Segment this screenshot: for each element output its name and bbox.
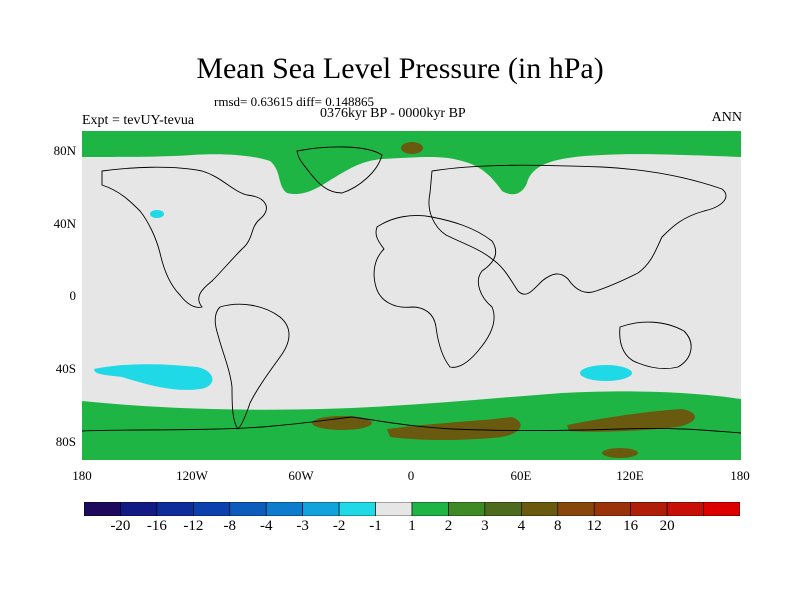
colorbar-swatch bbox=[84, 502, 121, 516]
coastline-greenland bbox=[296, 146, 383, 194]
southern-brown-blob-2 bbox=[387, 417, 521, 440]
colorbar-tick-label: -2 bbox=[332, 518, 346, 534]
coastlines bbox=[82, 146, 741, 434]
colorbar-swatch bbox=[666, 502, 704, 516]
lon-label-120e: 120E bbox=[616, 468, 644, 483]
lat-label-40n: 40N bbox=[53, 216, 76, 231]
colorbar-tick-label: 8 bbox=[554, 518, 562, 534]
colorbar-swatch bbox=[593, 502, 631, 516]
season-label: ANN bbox=[711, 110, 742, 125]
lat-label-80n: 80N bbox=[53, 143, 76, 158]
lon-label-180e: 180 bbox=[730, 468, 750, 483]
colorbar-tick-label: -4 bbox=[259, 518, 273, 534]
period-text: 0376kyr BP - 0000kyr BP bbox=[320, 106, 466, 121]
north-pacific-negative-blob bbox=[150, 210, 164, 218]
lat-label-80s: 80S bbox=[55, 434, 76, 449]
coastline-antarctica bbox=[82, 416, 741, 434]
colorbar-swatch bbox=[229, 502, 267, 516]
colorbar-swatch bbox=[265, 502, 303, 516]
colorbar-tick-label: -3 bbox=[296, 518, 309, 534]
colorbar-swatch bbox=[448, 502, 486, 516]
colorbar-swatch bbox=[484, 502, 522, 516]
coastline-australia bbox=[619, 321, 692, 370]
lon-label-180w: 180 bbox=[72, 468, 92, 483]
colorbar-swatch bbox=[156, 502, 194, 516]
colorbar-tick-label: -8 bbox=[223, 518, 237, 534]
southern-brown-blob-3 bbox=[567, 409, 696, 432]
lon-label-60e: 60E bbox=[510, 468, 532, 483]
lat-label-40s: 40S bbox=[55, 361, 76, 376]
colorbar-swatch bbox=[302, 502, 340, 516]
south-indian-negative-region bbox=[580, 365, 632, 381]
colorbar-tick-label: 16 bbox=[623, 518, 639, 534]
colorbar-tick-label: 12 bbox=[586, 518, 602, 534]
stats-text: rmsd= 0.63615 diff= 0.148865 bbox=[214, 94, 374, 109]
colorbar-tick-label: 2 bbox=[444, 518, 453, 534]
colorbar-tick-label: -1 bbox=[369, 518, 382, 534]
map-title: Mean Sea Level Pressure (in hPa) bbox=[196, 52, 604, 85]
arctic-brown-blob bbox=[401, 142, 423, 154]
colorbar-tick-label: 4 bbox=[517, 518, 526, 534]
colorbar-tick-label: 1 bbox=[408, 518, 416, 534]
colorbar-tick-label: -20 bbox=[110, 518, 131, 534]
map-panel bbox=[82, 131, 741, 460]
lon-label-0: 0 bbox=[407, 468, 415, 483]
colorbar-swatch bbox=[557, 502, 595, 516]
colorbar-swatch bbox=[630, 502, 668, 516]
lon-label-60w: 60W bbox=[288, 468, 314, 483]
coastline-north-america bbox=[101, 166, 267, 308]
experiment-label: Expt = tevUY-tevua bbox=[82, 113, 195, 128]
colorbar-tick-label: 3 bbox=[481, 518, 489, 534]
lon-label-120w: 120W bbox=[176, 468, 208, 483]
colorbar-tick-label: 20 bbox=[659, 518, 675, 534]
colorbar-swatch bbox=[703, 502, 740, 516]
coastline-eurafrica bbox=[373, 215, 496, 368]
coastline-asia bbox=[428, 164, 727, 295]
southern-brown-blob-4 bbox=[602, 448, 638, 458]
colorbar bbox=[84, 502, 740, 516]
colorbar-swatch bbox=[375, 502, 413, 516]
coastline-south-america bbox=[214, 303, 290, 430]
colorbar-swatch bbox=[120, 502, 158, 516]
colorbar-swatch bbox=[193, 502, 231, 516]
colorbar-tick-label: -12 bbox=[183, 518, 204, 534]
southern-brown-blob-1 bbox=[312, 416, 372, 430]
colorbar-swatch bbox=[521, 502, 559, 516]
arctic-positive-region bbox=[82, 131, 741, 195]
colorbar-tick-label: -16 bbox=[146, 518, 167, 534]
colorbar-swatch bbox=[338, 502, 376, 516]
south-pacific-negative-region bbox=[94, 364, 213, 390]
colorbar-swatch bbox=[411, 502, 449, 516]
lat-label-0: 0 bbox=[69, 288, 77, 303]
